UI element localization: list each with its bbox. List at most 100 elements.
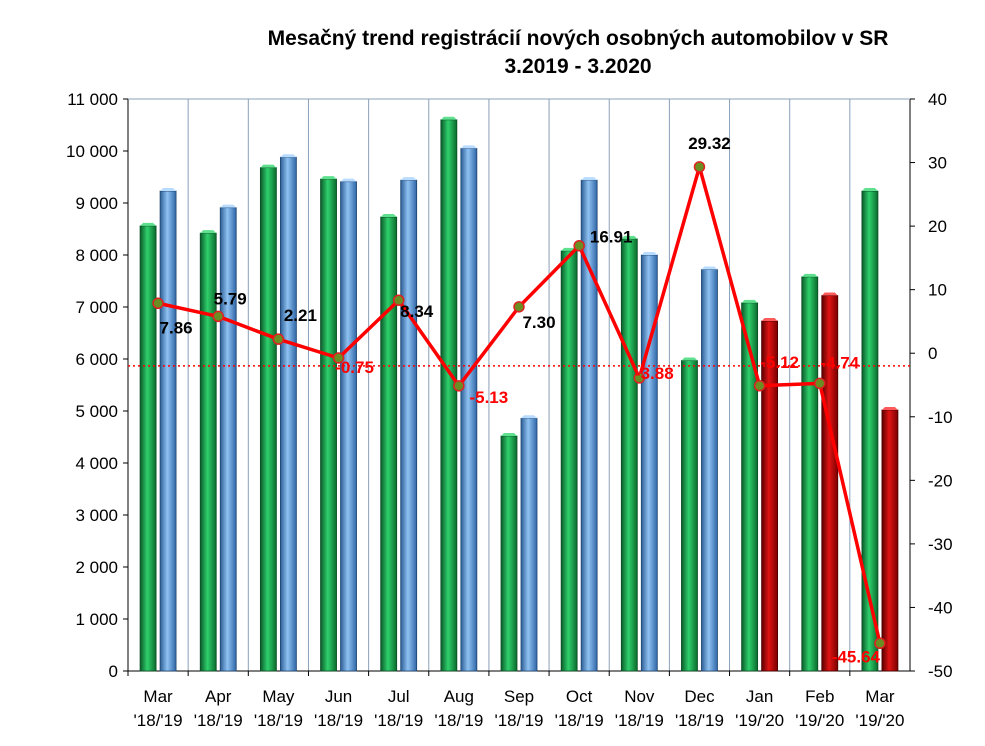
x-label-month: Oct xyxy=(566,687,593,706)
left-tick-label: 2 000 xyxy=(75,558,118,577)
left-tick-label: 9 000 xyxy=(75,194,118,213)
left-tick-label: 1 000 xyxy=(75,610,118,629)
left-axis-ticks: 0 1 000 2 000 3 000 4 000 5 000 6 000 7 000 8 00… xyxy=(66,90,128,681)
bar-green xyxy=(620,238,638,672)
bar-green-top xyxy=(440,116,457,120)
bar-red-top xyxy=(821,292,838,296)
bar-red xyxy=(881,409,899,672)
trend-marker xyxy=(272,333,285,345)
trend-marker xyxy=(573,239,585,252)
x-label-month: Apr xyxy=(205,687,232,706)
x-label-month: Jan xyxy=(746,687,773,706)
trend-data-label: -4.74 xyxy=(820,353,859,372)
bar-green xyxy=(801,276,819,672)
trend-line xyxy=(152,161,886,650)
x-label-month: Nov xyxy=(624,687,655,706)
bar-green-top xyxy=(501,432,517,436)
x-label-month: Dec xyxy=(684,687,715,706)
x-label-month: Mar xyxy=(143,687,173,706)
bar-green-top xyxy=(320,176,337,180)
left-tick-label: 0 xyxy=(109,662,118,681)
left-tick-label: 4 000 xyxy=(75,454,118,473)
trend-data-label: -3.88 xyxy=(635,364,674,383)
x-label-month: May xyxy=(262,687,295,706)
right-tick-label: -50 xyxy=(928,662,953,681)
bar-blue xyxy=(400,179,418,672)
bar-green-top xyxy=(380,214,397,218)
bar-blue-top xyxy=(160,188,177,192)
bar-green-top xyxy=(741,299,758,303)
trend-data-label: 2.21 xyxy=(284,306,317,325)
trend-data-label: 7.86 xyxy=(160,318,193,337)
bar-green xyxy=(681,360,698,672)
bar-green xyxy=(440,119,458,672)
trend-data-label: 29.32 xyxy=(688,134,731,153)
trend-data-label: -5.13 xyxy=(469,388,508,407)
bar-green-top xyxy=(200,230,217,234)
trend-marker xyxy=(874,637,886,650)
bar-blue xyxy=(701,269,718,672)
right-tick-label: 40 xyxy=(928,90,947,109)
bar-blue-top xyxy=(581,177,598,181)
bars xyxy=(139,116,899,672)
bar-blue-top xyxy=(641,252,658,255)
right-tick-label: 0 xyxy=(928,344,937,363)
bar-red xyxy=(821,295,839,672)
bar-green-top xyxy=(140,222,157,226)
bar-blue-top xyxy=(701,266,718,270)
right-tick-label: 10 xyxy=(928,281,947,300)
left-tick-label: 6 000 xyxy=(75,350,118,369)
bar-red-top xyxy=(761,318,778,322)
left-tick-label: 3 000 xyxy=(75,506,118,525)
x-label-period: '19/'20 xyxy=(795,711,844,730)
bar-blue xyxy=(460,147,478,672)
right-tick-label: 20 xyxy=(928,217,947,236)
x-label-month: Jun xyxy=(325,687,352,706)
bar-green xyxy=(320,178,337,672)
trend-marker xyxy=(332,352,345,364)
bar-blue-top xyxy=(460,145,477,149)
gridlines xyxy=(187,99,851,671)
trend-marker xyxy=(633,372,646,384)
bar-green xyxy=(380,216,398,672)
bar-blue xyxy=(159,190,177,672)
chart-subtitle: 3.2019 - 3.2020 xyxy=(504,55,651,78)
chart-title: Mesačný trend registrácií nových osobnýc… xyxy=(268,27,889,50)
axes xyxy=(127,98,911,672)
bar-green-top xyxy=(861,188,878,192)
trend-marker xyxy=(152,297,164,310)
bar-green-top xyxy=(801,273,818,277)
left-tick-label: 10 000 xyxy=(66,142,118,161)
trend-data-label: 8.34 xyxy=(400,302,434,321)
x-label-month: Feb xyxy=(805,687,834,706)
x-label-period: '18/'19 xyxy=(314,711,363,730)
trend-data-label: -45.64 xyxy=(832,647,881,666)
trend-marker xyxy=(453,380,465,392)
left-tick-label: 5 000 xyxy=(75,402,118,421)
trend-data-label: -5.12 xyxy=(760,353,799,372)
data-labels: 7.86 5.79 2.21 -0.75 8.34 -5.13 7.30 16.91 -3.88… xyxy=(160,134,881,666)
bar-blue-top xyxy=(400,177,417,181)
x-label-period: '18/'19 xyxy=(434,711,483,730)
x-label-period: '18/'19 xyxy=(194,711,243,730)
bar-blue-top xyxy=(280,154,297,158)
right-tick-label: 30 xyxy=(928,154,947,173)
bar-blue xyxy=(520,417,538,672)
bar-red-top xyxy=(881,406,898,410)
x-label-period: '19/'20 xyxy=(855,711,904,730)
left-tick-label: 8 000 xyxy=(75,246,118,265)
bar-green xyxy=(500,435,518,672)
x-label-period: '18/'19 xyxy=(494,711,543,730)
right-tick-label: -30 xyxy=(928,535,953,554)
trend-marker xyxy=(212,310,224,323)
bar-green xyxy=(741,302,759,672)
right-tick-label: -20 xyxy=(928,471,953,490)
trend-data-label: 7.30 xyxy=(522,313,555,332)
right-tick-label: -10 xyxy=(928,408,953,427)
bar-blue-top xyxy=(220,204,237,208)
x-label-month: Aug xyxy=(444,687,474,706)
x-label-period: '18/'19 xyxy=(374,711,423,730)
x-label-period: '18/'19 xyxy=(615,711,664,730)
left-tick-label: 11 000 xyxy=(67,90,118,109)
